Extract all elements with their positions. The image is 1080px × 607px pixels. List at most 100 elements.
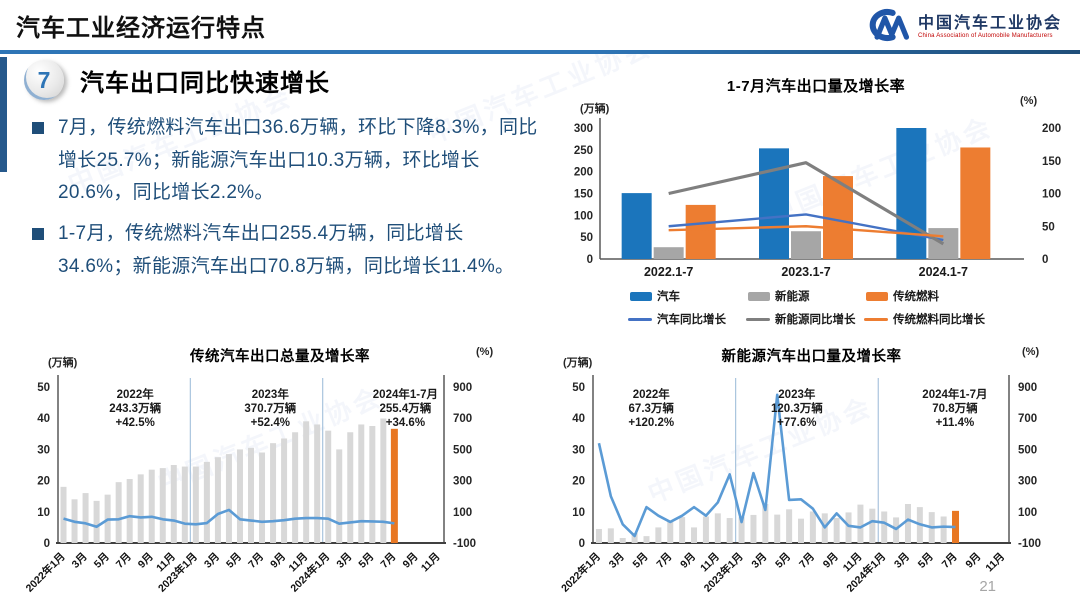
legend-line-swatch <box>628 317 652 321</box>
x-axis-label: 5月 <box>356 551 376 571</box>
month-bar <box>774 514 781 543</box>
legend-item: 传统燃料 <box>866 288 984 304</box>
left-axis-tick: 200 <box>574 167 593 179</box>
bullet-marker <box>32 122 44 134</box>
month-bar <box>714 513 721 543</box>
legend-label: 传统燃料 <box>893 291 939 303</box>
left-axis-tick: 40 <box>37 413 50 425</box>
x-axis-label: 9月 <box>401 551 421 571</box>
month-bar <box>833 518 840 543</box>
annotation: 2022年 243.3万辆+42.5% <box>109 387 161 429</box>
annotation: 2023年 120.3万辆+77.6% <box>771 387 823 429</box>
month-bar <box>809 511 816 543</box>
left-axis-tick: 250 <box>574 145 593 157</box>
page-number: 21 <box>979 578 996 595</box>
month-bar <box>786 509 793 543</box>
growth-line <box>597 393 956 538</box>
month-bar <box>607 528 614 543</box>
month-bar <box>236 449 243 543</box>
right-axis-tick: 100 <box>1042 189 1061 201</box>
month-bar <box>679 517 686 543</box>
month-bar <box>225 454 232 543</box>
month-bar <box>325 430 332 543</box>
month-bar <box>643 536 650 543</box>
legend-item: 传统燃料同比增长 <box>864 311 985 327</box>
page-title: 汽车工业经济运行特点 <box>16 15 266 42</box>
legend-line-swatch <box>746 317 770 321</box>
section-number-badge: 7 <box>24 60 64 100</box>
left-axis-tick: 150 <box>574 189 593 201</box>
chart-export-total-combo: 1-7月汽车出口量及增长率 (万辆) (%) 0 50 100 150 200 250 30… <box>552 64 1080 336</box>
legend-label: 传统燃料同比增长 <box>893 314 985 326</box>
month-bar <box>595 528 602 543</box>
month-bar <box>82 493 89 543</box>
x-axis-label: 2022年1月 <box>24 550 68 595</box>
category-label: 2024.1-7 <box>919 265 968 279</box>
axis-unit-right: (%) <box>476 346 494 358</box>
month-bar <box>336 449 343 543</box>
month-bar <box>655 527 662 543</box>
legend-label: 新能源 <box>775 291 810 303</box>
growth-line-传统燃料同比增长 <box>668 225 944 238</box>
category-label: 2022.1-7 <box>644 265 693 279</box>
legend-swatch <box>748 291 770 301</box>
bar-汽车 <box>621 193 652 259</box>
month-bar <box>857 504 864 543</box>
logo-name: 中国汽车工业协会 <box>917 15 1062 33</box>
month-bar <box>137 474 144 543</box>
month-bar <box>940 516 947 543</box>
month-bar <box>148 469 155 543</box>
x-axis-label: 3月 <box>892 551 912 571</box>
bullet-item: 7月，传统燃料汽车出口36.6万辆，环比下降8.3%，同比增长25.7%；新能源… <box>30 112 538 210</box>
x-axis-label: 5月 <box>92 551 112 571</box>
legend-row: 汽车同比增长 新能源同比增长 传统燃料同比增长 <box>552 311 1080 327</box>
month-bar <box>181 466 188 543</box>
right-axis-tick: -100 <box>1018 538 1041 550</box>
chart-traditional-monthly: 传统汽车出口总量及增长率 (万辆) (%) 0 10 20 30 40 50 -100 100… <box>24 340 536 606</box>
annotation: 2022年 67.3万辆+120.2% <box>628 387 674 429</box>
x-axis-label: 9月 <box>268 551 288 571</box>
bar-汽车 <box>759 148 789 259</box>
bullet-text: 7月，传统燃料汽车出口36.6万辆，环比下降8.3%，同比增长25.7%；新能源… <box>58 117 538 204</box>
annotation: 2023年 370.7万辆+52.4% <box>244 387 296 429</box>
legend-item: 汽车 <box>630 288 748 304</box>
caam-logo-icon <box>858 6 910 49</box>
month-bar <box>314 424 321 543</box>
left-axis-tick: 50 <box>572 382 585 394</box>
month-bar <box>369 426 376 543</box>
bar-新能源 <box>791 231 821 259</box>
x-axis-label: 9月 <box>963 551 983 571</box>
axis-unit-right: (%) <box>1020 95 1038 107</box>
x-axis-label: 9月 <box>136 551 156 571</box>
month-bar <box>881 511 888 543</box>
month-bar <box>750 514 757 543</box>
legend-item: 新能源同比增长 <box>746 311 864 327</box>
right-axis-tick: 100 <box>453 507 472 519</box>
month-bar <box>845 512 852 543</box>
month-bar <box>281 438 288 543</box>
month-bar <box>798 518 804 543</box>
chart-title: 传统汽车出口总量及增长率 <box>190 349 370 365</box>
chart-legend: 汽车 新能源 传统燃料 汽车同比增长 新能源同比增长 传统燃料同比增长 <box>552 288 1080 327</box>
section-number: 7 <box>37 66 51 93</box>
month-bar <box>303 421 310 543</box>
x-axis-label: 3月 <box>749 551 769 571</box>
month-bar <box>380 418 387 543</box>
bar-汽车 <box>896 128 927 259</box>
legend-row: 汽车 新能源 传统燃料 <box>552 288 1080 304</box>
month-bar <box>292 432 299 543</box>
section-heading: 7 汽车出口同比快速增长 <box>24 60 330 100</box>
annotation: 2024年1-7月 70.8万辆+11.4% <box>922 387 987 429</box>
right-axis-tick: 900 <box>1018 382 1037 394</box>
left-axis-tick: 100 <box>574 210 593 222</box>
right-axis-tick: 700 <box>1018 413 1037 425</box>
month-bar <box>762 504 769 543</box>
month-bar <box>619 538 626 543</box>
month-bar <box>248 447 254 543</box>
right-axis-tick: 500 <box>1018 444 1037 456</box>
left-axis-tick: 30 <box>572 444 585 456</box>
left-axis-tick: 0 <box>579 538 585 550</box>
right-axis-tick: 500 <box>453 444 472 456</box>
